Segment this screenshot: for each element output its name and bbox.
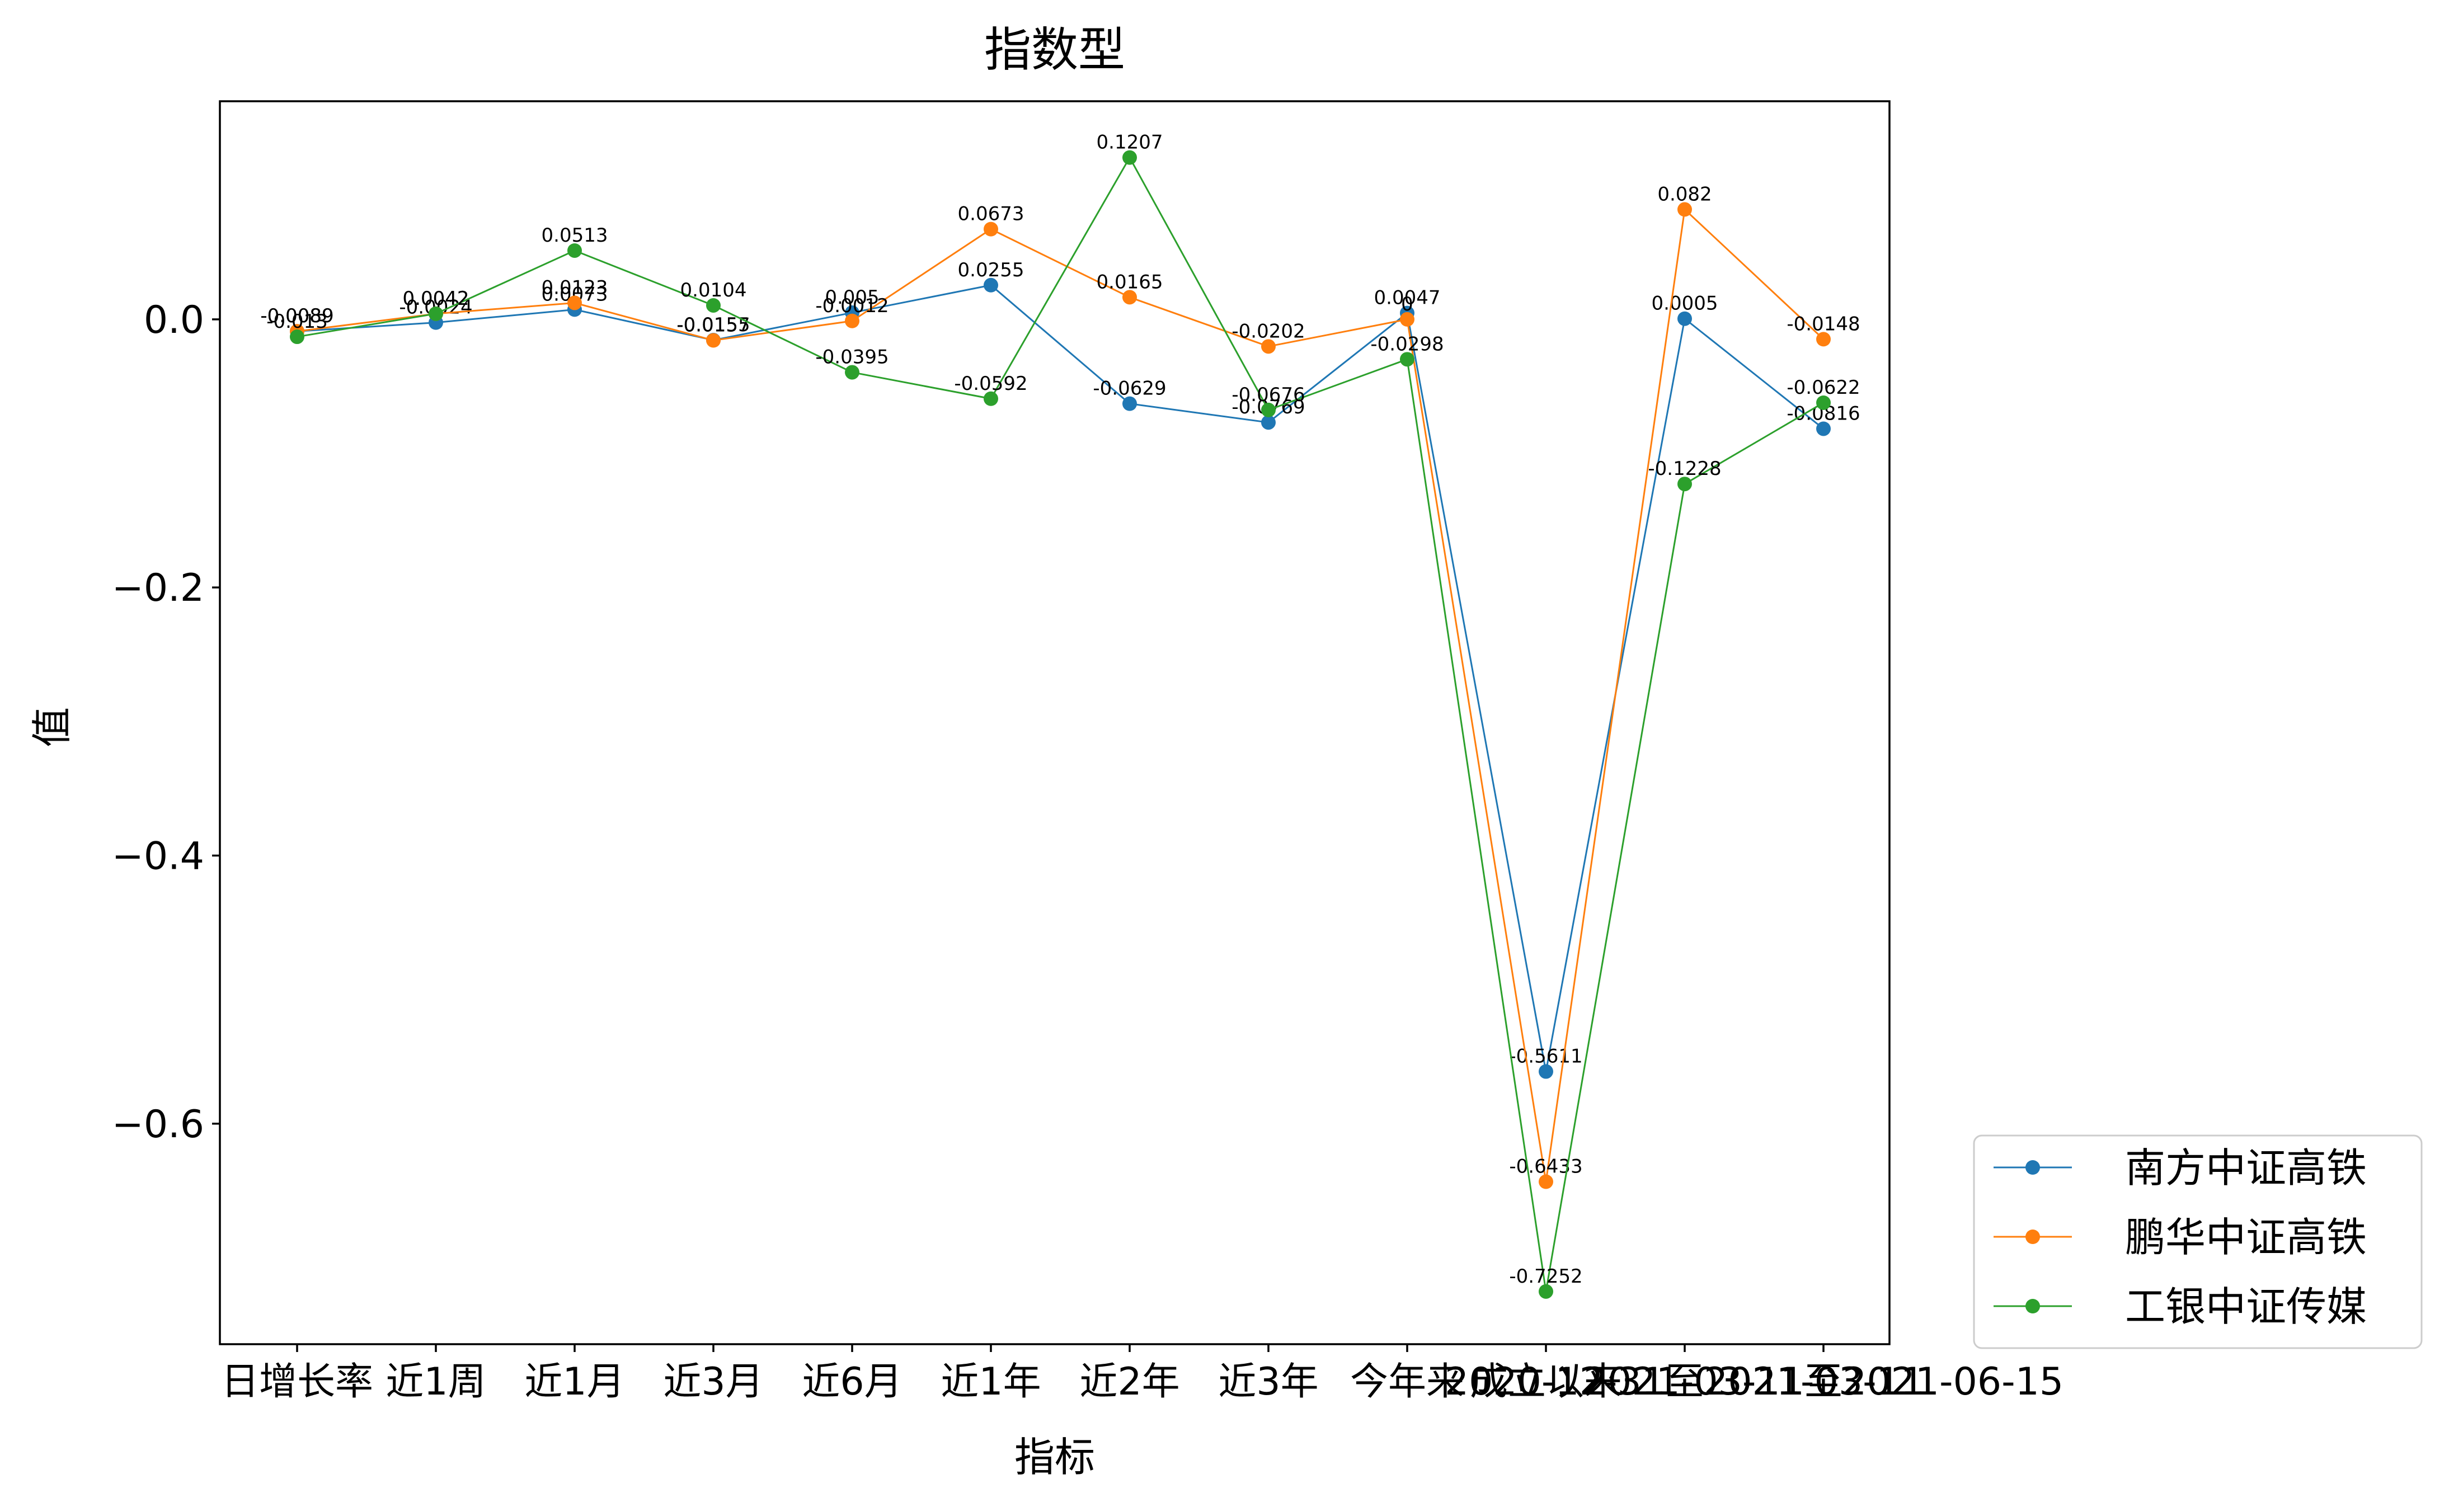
legend-label: 工银中证传媒 — [2125, 1283, 2367, 1330]
y-tick-label: −0.4 — [112, 834, 204, 878]
data-point — [567, 295, 582, 310]
data-point — [845, 365, 859, 380]
x-tick-label: 今年来 — [1350, 1360, 1464, 1404]
data-label: 0.0042 — [403, 288, 469, 310]
x-tick-label: 近3年 — [1218, 1360, 1318, 1404]
data-label: -0.7252 — [1509, 1265, 1582, 1288]
data-label: 0.0255 — [958, 259, 1024, 281]
data-label: 0.0673 — [958, 203, 1024, 225]
data-label: 0.0104 — [680, 279, 747, 302]
data-label: 0 — [1401, 293, 1413, 315]
data-point — [984, 222, 998, 237]
data-label: 0.0165 — [1097, 271, 1163, 293]
data-point — [984, 391, 998, 406]
data-label: -0.0298 — [1370, 333, 1444, 355]
data-label: -0.0395 — [815, 346, 889, 369]
data-label: -0.0089 — [260, 305, 333, 327]
legend-marker — [2025, 1160, 2040, 1175]
data-point — [1261, 339, 1276, 354]
data-label: -0.0676 — [1231, 384, 1305, 406]
axis-layer: 0.0 −0.2 −0.4 −0.6 日增长率 近1周 近1月 近3月 近6月 近1年 近2年 近3年… — [112, 100, 2063, 1404]
data-point — [984, 277, 998, 293]
y-tick-label: 0.0 — [144, 298, 204, 342]
x-tick-label: 近1月 — [524, 1360, 624, 1404]
x-tick-label: 2020-12-31至2021-03-11 — [1445, 1360, 1925, 1404]
data-label: -0.0622 — [1787, 376, 1860, 399]
data-label: -0.013 — [266, 310, 328, 333]
x-tick-label: 近1周 — [386, 1360, 486, 1404]
x-tick-label: 成立以来 — [1470, 1360, 1622, 1404]
data-label: -0.0629 — [1093, 378, 1166, 400]
y-axis-label: 值 — [29, 707, 76, 747]
data-label: 0.0047 — [1374, 287, 1441, 309]
data-label: 0.1207 — [1097, 131, 1163, 154]
data-point — [1539, 1284, 1553, 1299]
data-point — [706, 298, 721, 313]
legend-label: 南方中证高铁 — [2125, 1144, 2367, 1191]
data-point — [567, 243, 582, 258]
data-point — [1816, 395, 1831, 410]
data-point — [1400, 352, 1414, 367]
series-line — [297, 156, 1824, 1292]
data-point — [1400, 312, 1414, 327]
series-1: -0.0089-0.00240.0073-0.01550.0050.0255-0… — [260, 259, 1860, 1079]
data-point — [1816, 421, 1831, 436]
chart-title: 指数型 — [984, 22, 1125, 77]
x-tick-label: 近3月 — [663, 1360, 763, 1404]
series-line — [297, 208, 1825, 1182]
data-point — [1261, 402, 1276, 417]
data-point — [845, 313, 859, 328]
x-tick-label: 近1年 — [941, 1360, 1041, 1404]
data-point — [1122, 290, 1137, 305]
data-point — [1677, 311, 1692, 326]
legend-frame — [1973, 1134, 2423, 1349]
data-label: 0.0005 — [1652, 293, 1718, 315]
data-label: 0.0123 — [542, 276, 608, 299]
y-tick-label: −0.6 — [112, 1103, 204, 1147]
data-point — [1677, 477, 1692, 492]
y-tick-label: −0.2 — [112, 566, 204, 610]
data-point — [429, 306, 443, 321]
series-line — [297, 284, 1824, 1072]
data-point — [1677, 202, 1692, 217]
data-label: 0.0042 — [403, 288, 469, 310]
data-label: -0.0089 — [260, 305, 333, 327]
data-label: 0.005 — [825, 286, 879, 309]
data-label: -0.6433 — [1509, 1156, 1582, 1178]
data-point — [1816, 332, 1831, 347]
series-layer: -0.0089-0.00240.0073-0.01550.0050.0255-0… — [260, 131, 1860, 1299]
data-label: -0.0592 — [954, 373, 1027, 395]
legend-marker — [2025, 1230, 2040, 1244]
x-tick-label: 日增长率 — [221, 1360, 373, 1404]
x-tick-label: 近2年 — [1079, 1360, 1179, 1404]
data-point — [1261, 415, 1276, 430]
data-point — [1122, 150, 1137, 165]
legend-marker — [2025, 1299, 2040, 1313]
x-tick-label: 2021-03-11至2021-06-15 — [1583, 1360, 2063, 1404]
data-label: -0.0202 — [1231, 320, 1305, 342]
data-label: 0.082 — [1657, 183, 1712, 205]
data-point — [1539, 1064, 1553, 1079]
data-label: -0.1228 — [1648, 458, 1721, 480]
series-3: -0.013 0.0042 0.0513 0.0104 -0.0395 -0.0592 0.… — [266, 131, 1860, 1299]
data-point — [706, 333, 721, 348]
data-point — [1122, 396, 1137, 411]
data-label: -0.0012 — [815, 295, 889, 317]
plot-frame — [219, 100, 1891, 1345]
legend-label: 鹏华中证高铁 — [2125, 1214, 2367, 1261]
x-tick-label: 近6月 — [802, 1360, 902, 1404]
data-label: 0.0513 — [542, 224, 608, 247]
data-label: -0.5611 — [1509, 1045, 1582, 1068]
data-point — [1539, 1174, 1553, 1189]
data-point — [290, 329, 304, 345]
x-axis-label: 指标 — [1014, 1434, 1095, 1481]
data-label: -0.0148 — [1787, 313, 1860, 335]
